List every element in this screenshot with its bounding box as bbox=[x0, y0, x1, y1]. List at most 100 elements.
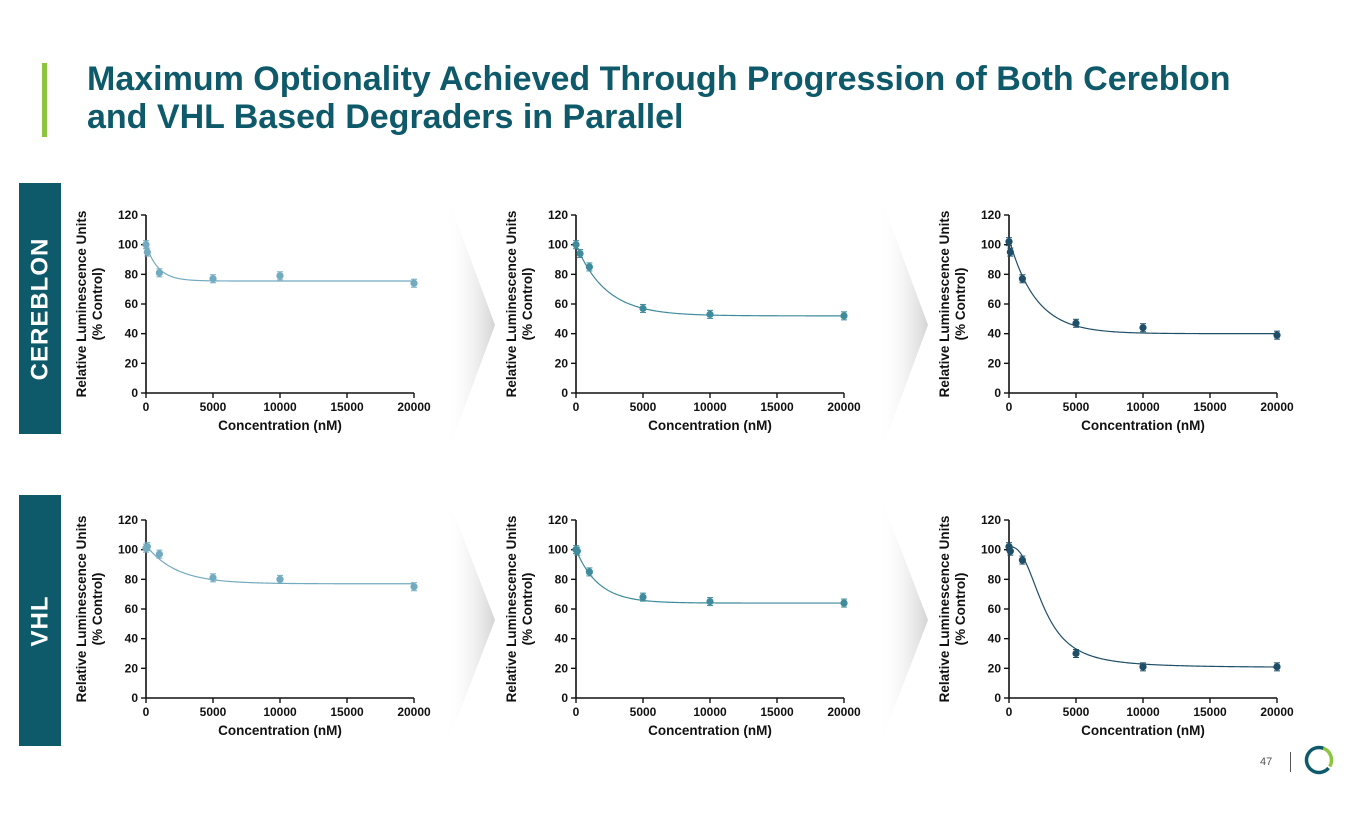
y-tick-label: 20 bbox=[555, 356, 569, 370]
page-title: Maximum Optionality Achieved Through Pro… bbox=[87, 60, 1231, 136]
y-axis-title: Relative Luminescence Units bbox=[504, 516, 519, 703]
y-tick-label: 40 bbox=[988, 632, 1002, 646]
chart-svg: 0 20 40 60 80 100 120 0 5000 10000 15000 20000 Conce… bbox=[937, 513, 1294, 738]
x-tick-label: 10000 bbox=[1126, 400, 1160, 414]
chevron-right-icon bbox=[445, 490, 495, 750]
x-tick-label: 5000 bbox=[1063, 400, 1090, 414]
data-point bbox=[209, 574, 217, 582]
fit-curve bbox=[145, 244, 414, 282]
x-tick-label: 15000 bbox=[760, 705, 794, 719]
y-tick-label: 120 bbox=[548, 513, 568, 527]
data-point bbox=[276, 272, 284, 280]
data-point bbox=[706, 597, 714, 606]
y-axis-title: Relative Luminescence Units bbox=[937, 516, 952, 703]
y-tick-label: 100 bbox=[118, 543, 138, 557]
x-tick-label: 0 bbox=[1006, 705, 1013, 719]
x-tick-label: 10000 bbox=[693, 705, 727, 719]
x-axis-title: Concentration (nM) bbox=[648, 418, 772, 433]
data-point bbox=[573, 547, 581, 555]
x-tick-label: 20000 bbox=[827, 400, 861, 414]
chart-svg: 0 20 40 60 80 100 120 0 5000 10000 15000 20000 Conce… bbox=[504, 208, 861, 433]
chart-svg: 0 20 40 60 80 100 120 0 5000 10000 15000 20000 Conce… bbox=[937, 208, 1294, 433]
page-number: 47 bbox=[1260, 756, 1273, 768]
y-tick-label: 0 bbox=[131, 691, 138, 705]
data-point bbox=[142, 241, 150, 249]
chart-vhl-2: 0 20 40 60 80 100 120 0 5000 10000 15000 20000 Conce… bbox=[500, 505, 870, 765]
y-tick-label: 80 bbox=[125, 267, 139, 281]
y-tick-label: 0 bbox=[561, 691, 568, 705]
data-point bbox=[1273, 331, 1281, 339]
y-tick-label: 120 bbox=[118, 513, 138, 527]
data-point bbox=[1018, 556, 1026, 564]
x-tick-label: 20000 bbox=[397, 400, 431, 414]
x-tick-label: 0 bbox=[143, 400, 150, 414]
title-accent-bar bbox=[42, 63, 47, 137]
y-tick-label: 80 bbox=[555, 572, 569, 586]
x-tick-label: 0 bbox=[143, 705, 150, 719]
y-tick-label: 60 bbox=[555, 602, 569, 616]
y-tick-label: 120 bbox=[981, 208, 1001, 222]
chart-vhl-3: 0 20 40 60 80 100 120 0 5000 10000 15000 20000 Conce… bbox=[933, 505, 1303, 765]
data-point bbox=[410, 583, 418, 591]
y-tick-label: 0 bbox=[131, 386, 138, 400]
y-tick-label: 100 bbox=[118, 238, 138, 252]
y-axis-subtitle: (% Control) bbox=[953, 573, 968, 646]
y-axis-title: Relative Luminescence Units bbox=[74, 516, 89, 703]
y-tick-label: 40 bbox=[125, 327, 139, 341]
data-point bbox=[155, 550, 163, 558]
y-tick-label: 100 bbox=[981, 238, 1001, 252]
data-point bbox=[155, 269, 163, 277]
y-tick-label: 60 bbox=[125, 297, 139, 311]
y-tick-label: 120 bbox=[981, 513, 1001, 527]
x-tick-label: 20000 bbox=[1260, 705, 1294, 719]
x-tick-label: 5000 bbox=[630, 705, 657, 719]
data-point bbox=[410, 279, 418, 287]
y-tick-label: 80 bbox=[125, 572, 139, 586]
y-tick-label: 20 bbox=[555, 661, 569, 675]
x-tick-label: 20000 bbox=[827, 705, 861, 719]
y-tick-label: 60 bbox=[125, 602, 139, 616]
y-axis-subtitle: (% Control) bbox=[90, 573, 105, 646]
y-tick-label: 100 bbox=[548, 543, 568, 557]
data-point bbox=[143, 543, 151, 551]
x-tick-label: 20000 bbox=[1260, 400, 1294, 414]
x-axis-title: Concentration (nM) bbox=[648, 723, 772, 738]
x-tick-label: 10000 bbox=[263, 400, 297, 414]
vhl-row-text: VHL bbox=[26, 595, 53, 646]
data-point bbox=[639, 304, 647, 313]
x-tick-label: 15000 bbox=[1193, 705, 1227, 719]
data-point bbox=[840, 312, 848, 320]
company-logo-icon bbox=[1304, 745, 1334, 775]
chevron-right-icon bbox=[878, 490, 928, 750]
y-axis-title: Relative Luminescence Units bbox=[504, 211, 519, 398]
y-tick-label: 80 bbox=[555, 267, 569, 281]
data-point bbox=[1006, 547, 1014, 555]
x-tick-label: 10000 bbox=[263, 705, 297, 719]
cereblon-row-text: CEREBLON bbox=[26, 237, 54, 380]
y-tick-label: 20 bbox=[125, 661, 139, 675]
fit-curve bbox=[575, 244, 844, 317]
y-tick-label: 100 bbox=[981, 543, 1001, 557]
data-point bbox=[576, 249, 584, 258]
y-tick-label: 60 bbox=[555, 297, 569, 311]
data-point bbox=[1006, 248, 1014, 256]
data-point bbox=[585, 263, 593, 271]
data-point bbox=[209, 275, 217, 283]
data-point bbox=[1139, 324, 1147, 332]
y-tick-label: 0 bbox=[994, 386, 1001, 400]
chart-cereblon-1: 0 20 40 60 80 100 120 0 5000 10000 15000 20000 Conce… bbox=[70, 200, 440, 460]
x-tick-label: 10000 bbox=[693, 400, 727, 414]
data-point bbox=[585, 568, 593, 576]
y-tick-label: 40 bbox=[988, 327, 1002, 341]
y-tick-label: 40 bbox=[555, 327, 569, 341]
y-tick-label: 120 bbox=[118, 208, 138, 222]
x-tick-label: 15000 bbox=[760, 400, 794, 414]
x-tick-label: 0 bbox=[573, 705, 580, 719]
chevron-right-icon bbox=[878, 190, 928, 460]
x-tick-label: 15000 bbox=[330, 400, 364, 414]
data-point bbox=[1005, 238, 1013, 246]
y-tick-label: 0 bbox=[561, 386, 568, 400]
y-tick-label: 100 bbox=[548, 238, 568, 252]
y-tick-label: 40 bbox=[555, 632, 569, 646]
data-point bbox=[143, 248, 151, 256]
